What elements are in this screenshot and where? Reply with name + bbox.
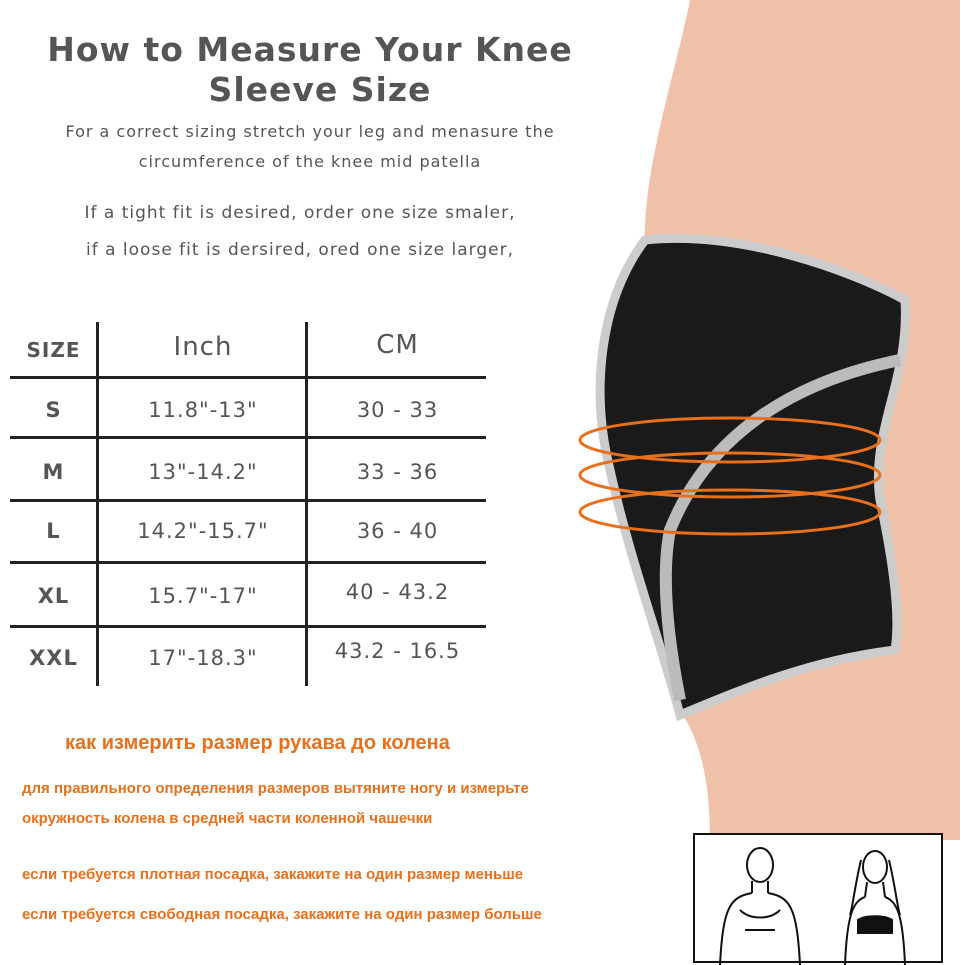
table-divider <box>96 322 99 686</box>
subtitle-line-1: For a correct sizing stretch your leg an… <box>65 122 555 141</box>
fit-line-1: If a tight fit is desired, order one siz… <box>84 203 516 223</box>
knee-sleeve-photo <box>578 0 960 840</box>
figures-box <box>693 833 943 965</box>
measure-ring-3 <box>578 488 882 536</box>
russian-line-3: если требуется плотная посадка, закажите… <box>22 866 524 883</box>
woman-figure-icon <box>844 850 906 965</box>
table-row-size: L <box>46 519 61 543</box>
table-row-cm: 36 - 40 <box>356 519 439 543</box>
sleeve-stripe <box>659 354 902 702</box>
table-divider <box>10 625 486 628</box>
table-row-cm: 30 - 33 <box>356 398 439 422</box>
title-line-2: Sleeve Size <box>208 70 432 109</box>
table-row-size: XL <box>37 584 70 608</box>
table-row-inch: 15.7"-17" <box>148 584 258 608</box>
table-divider <box>305 322 308 686</box>
table-row-cm: 40 - 43.2 <box>345 580 450 604</box>
header-inch: Inch <box>173 332 233 362</box>
sleeve <box>595 233 910 722</box>
table-row-size: M <box>42 460 65 484</box>
table-row-cm: 43.2 - 16.5 <box>334 639 461 663</box>
table-divider <box>10 376 486 379</box>
table-divider <box>10 436 486 439</box>
russian-line-1: для правильного определения размеров выт… <box>22 780 529 797</box>
table-row-size: XXL <box>29 646 78 670</box>
russian-line-4: если требуется свободная посадка, закажи… <box>22 906 542 923</box>
man-figure-icon <box>719 847 801 965</box>
russian-title: как измерить размер рукава до колена <box>65 732 450 754</box>
title-line-1: How to Measure Your Knee <box>47 30 573 69</box>
table-row-cm: 33 - 36 <box>356 460 439 484</box>
measure-ring-2 <box>578 451 882 499</box>
table-row-inch: 17"-18.3" <box>148 646 258 670</box>
subtitle-line-2: circumference of the knee mid patella <box>138 152 482 171</box>
table-row-inch: 13"-14.2" <box>148 460 258 484</box>
table-row-inch: 11.8"-13" <box>148 398 258 422</box>
russian-line-2: окружность колена в средней части коленн… <box>22 810 433 827</box>
header-size: SIZE <box>26 338 81 362</box>
table-row-size: S <box>45 398 62 422</box>
table-row-inch: 14.2"-15.7" <box>137 519 269 543</box>
table-divider <box>10 561 486 564</box>
measure-ring-1 <box>578 416 882 464</box>
fit-line-2: if a loose fit is dersired, ored one siz… <box>86 240 514 260</box>
table-divider <box>10 499 486 502</box>
header-cm: CM <box>376 330 419 360</box>
